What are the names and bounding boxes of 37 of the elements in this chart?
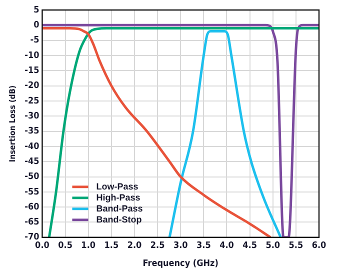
- y-tick-label: 0: [34, 20, 40, 31]
- x-tick-label: 5.0: [266, 241, 280, 252]
- y-tick-label: -25: [24, 96, 40, 106]
- y-tick-label: -20: [24, 81, 40, 92]
- legend-label: Low-Pass: [96, 181, 138, 192]
- legend-label: High-Pass: [96, 192, 140, 202]
- y-tick-label: 5: [34, 5, 40, 16]
- x-tick-label: 5.5: [288, 241, 304, 252]
- x-tick-label: 0.0: [35, 241, 50, 252]
- x-tick-label: 0.5: [58, 241, 73, 252]
- y-tick-label: -35: [24, 126, 40, 137]
- y-tick-label: -15: [24, 66, 40, 76]
- y-tick-label: -60: [24, 202, 40, 212]
- x-tick-label: 2.0: [127, 241, 142, 252]
- x-tick-label: 4.5: [242, 241, 258, 252]
- legend-label: Band-Stop: [96, 214, 142, 224]
- x-tick-label: 3.0: [173, 241, 188, 252]
- line-series: [42, 26, 272, 238]
- x-tick-label: 6.0: [312, 241, 327, 252]
- y-tick-label: -50: [24, 172, 40, 182]
- y-tick-label: -10: [24, 50, 40, 61]
- x-axis-title: Frequency (GHz): [142, 258, 218, 269]
- y-tick-label: -5: [30, 36, 40, 46]
- y-tick-label: -70: [24, 232, 40, 243]
- x-tick-label: 1.5: [104, 241, 119, 252]
- y-tick-label: -45: [24, 156, 40, 167]
- y-axis-title: Insertion Loss (dB): [8, 85, 17, 162]
- y-tick-label: -30: [24, 111, 40, 122]
- y-tick-label: -65: [24, 218, 40, 228]
- x-tick-label: 3.5: [196, 241, 212, 252]
- line-series: [168, 30, 282, 238]
- legend-label: Band-Pass: [96, 203, 143, 214]
- x-tick-label: 1.0: [81, 241, 96, 252]
- x-tick-label: 2.5: [150, 241, 166, 252]
- y-tick-label: -40: [24, 142, 40, 152]
- x-tick-label: 4.0: [220, 241, 234, 252]
- y-tick-label: -55: [24, 187, 40, 198]
